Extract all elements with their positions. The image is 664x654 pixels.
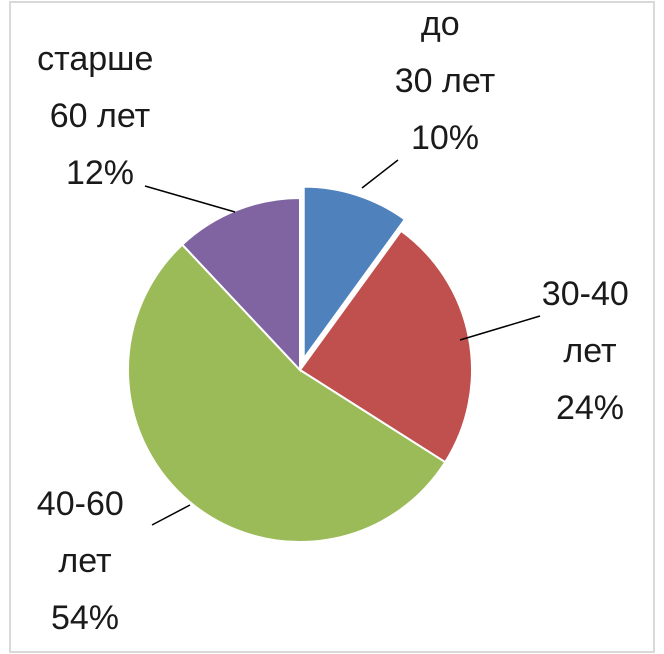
leader-line [151, 504, 191, 526]
slice-label: до 30 лет [395, 5, 495, 100]
slice-value-label: 12% [66, 154, 134, 192]
leader-line [361, 159, 399, 189]
slice-label: 40-60 лет [37, 485, 133, 580]
slice-value-label: 10% [411, 119, 479, 157]
pie-slice [180, 196, 301, 373]
slice-label: старше 60 лет [37, 40, 163, 135]
leader-line [459, 315, 541, 341]
pie-slice [302, 185, 407, 362]
slice-value-label: 54% [51, 599, 119, 637]
leader-line [144, 185, 236, 213]
pie-slice [126, 243, 447, 544]
slice-label: 30-40 лет [542, 275, 638, 370]
slice-value-label: 24% [556, 389, 624, 427]
